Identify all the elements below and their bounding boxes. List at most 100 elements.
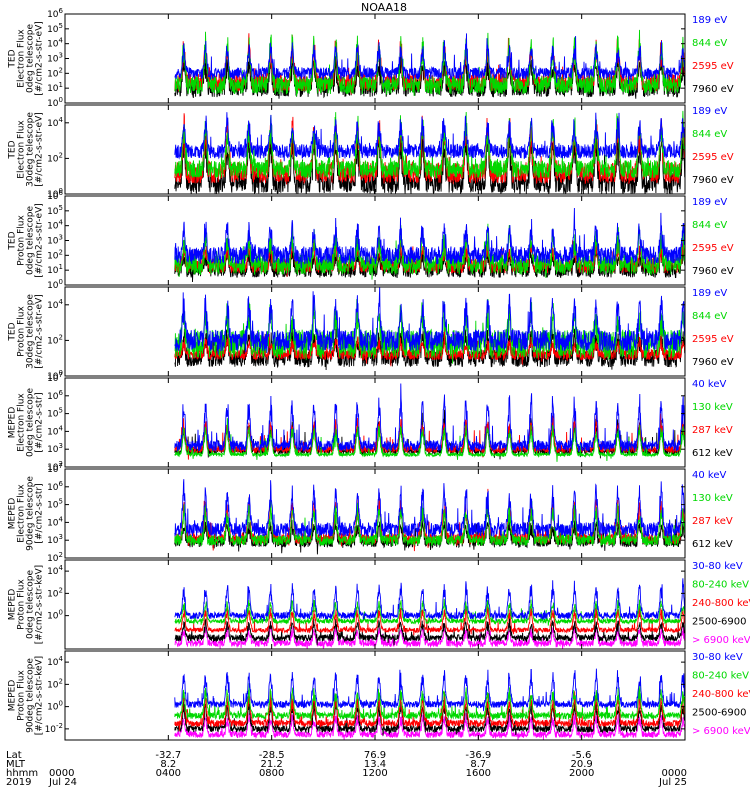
x-tick-label: Jul 24	[48, 777, 77, 788]
series-trace-2500-6900	[174, 693, 686, 736]
y-tick-label: 101	[47, 263, 63, 276]
ylabel-line: [#/cm2-s-str-eV]	[35, 21, 45, 96]
legend-entry: 240-800 keV	[692, 598, 750, 609]
x-tick-label: 0400	[156, 768, 181, 779]
series-trace-130-kev	[174, 418, 686, 462]
series-trace-189-ev	[174, 33, 686, 85]
y-tick-label: 101	[47, 81, 63, 94]
ylabel-line: Electron Flux	[17, 393, 27, 452]
x-tick-label: 0000	[49, 768, 74, 779]
series-trace-240-800-kev	[174, 691, 686, 731]
panel-ylabel: MEPEDProton Flux90deg telescope[#/cm2-s-…	[8, 656, 45, 735]
legend-entry: > 6900 keV	[692, 726, 750, 737]
ylabel-line: MEPED	[8, 680, 18, 712]
series-trace-80-240-kev	[174, 683, 686, 723]
panel-ylabel: MEPEDProton Flux0deg telescope[#/cm2-s-s…	[8, 565, 45, 644]
x-tick-label: 13.4	[364, 759, 386, 770]
legend-entry: 30-80 keV	[692, 652, 743, 663]
ylabel-line: MEPED	[8, 407, 18, 439]
x-tick-label: 0000	[662, 768, 687, 779]
series-trace-844-ev	[174, 29, 686, 97]
y-tick-label: 103	[47, 442, 63, 455]
legend-entry: 130 keV	[692, 402, 733, 413]
ylabel-line: [#/cm2-s-str-eV]	[35, 203, 45, 278]
x-tick-label: -5.6	[572, 750, 592, 761]
y-tick-label: 10-2	[45, 722, 63, 735]
x-tick-label: 21.2	[261, 759, 283, 770]
ylabel-line: 0deg telescope	[26, 206, 36, 276]
panel-frame	[64, 286, 686, 377]
y-tick-label: 102	[47, 248, 63, 261]
series-trace-2595-ev	[174, 113, 686, 185]
legend-entry: 844 eV	[692, 129, 727, 140]
ylabel-line: MEPED	[8, 498, 18, 530]
x-tick-label: 1200	[362, 768, 387, 779]
y-tick-label: 102	[47, 333, 63, 346]
series-trace-240-800-kev	[174, 605, 686, 636]
legend-entry: 189 eV	[692, 288, 727, 299]
legend-entry: > 6900 keV	[692, 635, 750, 646]
chart-title: NOAA18	[361, 1, 407, 14]
panel-ylabel: MEPEDElectron Flux90deg telescope[#/cm2-…	[8, 476, 45, 551]
ylabel-line: 0deg telescope	[26, 388, 36, 458]
legend-entry: 7960 eV	[692, 357, 734, 368]
x-row-label: hhmm	[6, 768, 38, 779]
x-tick-label: Jul 25	[658, 777, 687, 788]
series-trace-40-kev	[174, 479, 686, 542]
ylabel-line: Electron Flux	[17, 120, 27, 179]
ylabel-line: Proton Flux	[17, 306, 27, 357]
y-tick-label: 103	[47, 533, 63, 546]
y-tick-label: 104	[47, 298, 63, 311]
legend-entry: 2595 eV	[692, 61, 734, 72]
ylabel-line: MEPED	[8, 589, 18, 621]
ylabel-line: Electron Flux	[17, 484, 27, 543]
legend-entry: 130 keV	[692, 493, 733, 504]
series-trace-40-kev	[174, 383, 686, 455]
y-tick-label: 100	[47, 96, 63, 109]
ylabel-line: Proton Flux	[17, 579, 27, 630]
series-trace-189-ev	[174, 286, 686, 355]
ylabel-line: [#/cm2-s-str]	[35, 392, 45, 452]
legend-entry: 30-80 keV	[692, 561, 743, 572]
y-tick-label: 103	[47, 234, 63, 247]
y-tick-label: 102	[47, 677, 63, 690]
ylabel-line: 30deg telescope	[26, 294, 36, 369]
legend-entry: 844 eV	[692, 220, 727, 231]
y-tick-label: 102	[47, 551, 63, 564]
y-tick-label: 105	[47, 407, 63, 420]
ylabel-line: [#/cm2-s-str-eV]	[35, 294, 45, 369]
legend-entry: 2595 eV	[692, 152, 734, 163]
ylabel-line: [#/cm2-s-str-keV]	[35, 656, 45, 735]
legend-entry: 287 keV	[692, 516, 733, 527]
y-tick-label: 104	[47, 424, 63, 437]
legend-entry: 2595 eV	[692, 334, 734, 345]
series-trace-189-ev	[174, 112, 686, 162]
series-trace-2500-6900	[174, 613, 686, 646]
series-trace-30-80-kev	[174, 578, 686, 622]
y-tick-label: 102	[47, 586, 63, 599]
y-tick-label: 102	[47, 66, 63, 79]
legend-entry: 2500-6900	[692, 708, 747, 719]
legend-entry: 80-240 keV	[692, 671, 749, 682]
series-trace-80-240-kev	[174, 597, 686, 626]
ylabel-line: Proton Flux	[17, 215, 27, 266]
y-tick-label: 106	[47, 7, 63, 20]
x-row-label: 2019	[6, 777, 31, 788]
ylabel-line: 90deg telescope	[26, 476, 36, 551]
legend-entry: 287 keV	[692, 425, 733, 436]
ylabel-line: Electron Flux	[17, 29, 27, 88]
x-tick-label: 8.7	[470, 759, 486, 770]
x-tick-label: -32.7	[155, 750, 181, 761]
ylabel-line: TED	[8, 231, 18, 250]
y-tick-label: 104	[47, 564, 63, 577]
legend-entry: 80-240 keV	[692, 580, 749, 591]
y-tick-label: 103	[47, 52, 63, 65]
x-tick-label: 20.9	[571, 759, 593, 770]
y-tick-label: 104	[47, 116, 63, 129]
